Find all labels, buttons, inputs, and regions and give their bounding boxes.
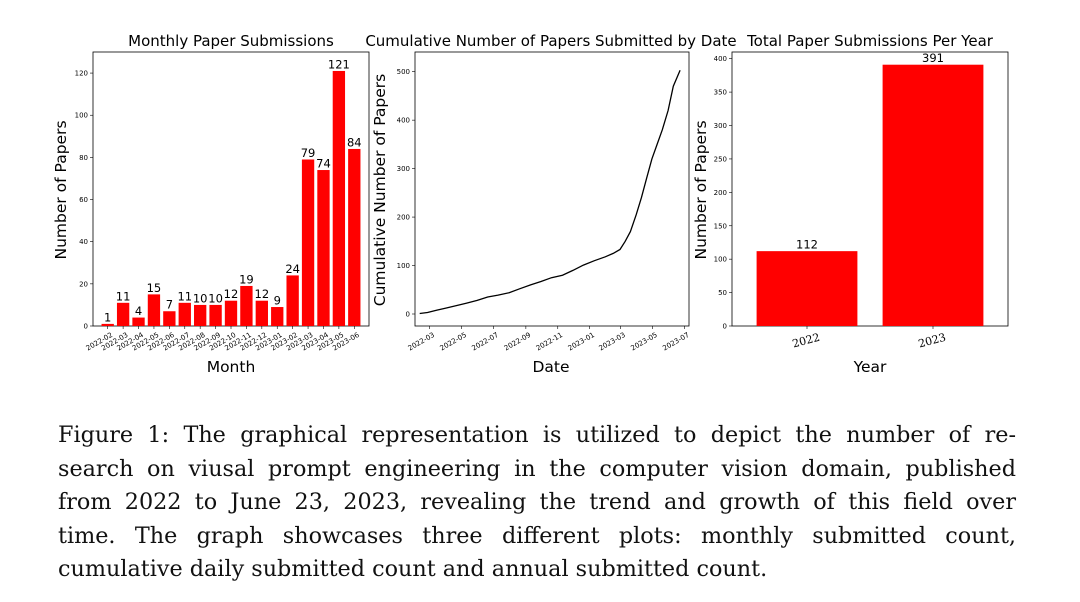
x-tick-label: 2023 bbox=[917, 331, 947, 351]
x-tick-label: 2023-01 bbox=[567, 331, 596, 353]
y-tick-label: 0 bbox=[406, 311, 410, 319]
bar-data-label: 19 bbox=[239, 272, 254, 286]
x-tick-label: 2023-07 bbox=[661, 331, 690, 353]
x-tick-label: 2022 bbox=[791, 331, 821, 351]
bar-2022 bbox=[756, 251, 858, 326]
bar-2022-06 bbox=[163, 311, 176, 326]
figure: Monthly Paper Submissions 1 11 4 15 7 11 10 10 1… bbox=[52, 32, 1009, 376]
bar-2022-07 bbox=[178, 302, 191, 326]
y-tick-label: 400 bbox=[714, 55, 727, 63]
bar-data-label: 79 bbox=[301, 146, 316, 160]
y-tick-label: 250 bbox=[714, 155, 727, 163]
x-tick-label: 2023-05 bbox=[629, 331, 658, 353]
y-tick-label: 0 bbox=[84, 323, 88, 331]
bar-data-label: 12 bbox=[255, 287, 270, 301]
bar-data-label: 121 bbox=[328, 57, 350, 71]
bar-data-label: 391 bbox=[922, 51, 944, 65]
bar-data-label: 84 bbox=[347, 135, 362, 149]
bar-data-label: 10 bbox=[208, 291, 223, 305]
chart2-title: Cumulative Number of Papers Submitted by… bbox=[365, 32, 736, 50]
y-tick-label: 80 bbox=[79, 154, 88, 162]
bar-2022-05 bbox=[147, 294, 161, 326]
caption-line: cumulative daily submitted count and ann… bbox=[58, 556, 768, 582]
bar-2022-03 bbox=[116, 302, 130, 326]
bar-2022-10 bbox=[224, 300, 238, 326]
bar-data-label: 74 bbox=[316, 157, 331, 171]
bar-data-label: 15 bbox=[147, 281, 162, 295]
caption-line: time. The graph showcases three differen… bbox=[58, 522, 1016, 549]
y-tick-label: 350 bbox=[714, 89, 727, 97]
bar-2023-01 bbox=[271, 307, 284, 326]
x-tick-label: 2022-03 bbox=[407, 331, 436, 353]
chart3-frame bbox=[731, 51, 1009, 327]
bar-2023-04 bbox=[317, 170, 330, 326]
bar-data-label: 11 bbox=[177, 289, 192, 303]
bar-data-label: 4 bbox=[135, 304, 142, 318]
chart3-xlabel: Year bbox=[853, 358, 887, 376]
x-tick-label: 2022-05 bbox=[439, 331, 468, 353]
bar-2022-12 bbox=[255, 300, 268, 326]
y-tick-label: 300 bbox=[714, 122, 727, 130]
bar-2023 bbox=[882, 64, 984, 326]
bar-data-label: 24 bbox=[285, 262, 300, 276]
y-tick-label: 400 bbox=[397, 117, 410, 125]
bar-2022-08 bbox=[194, 304, 207, 326]
figure-caption: Figure 1: The graphical representation i… bbox=[58, 419, 1016, 587]
cumulative-series-line bbox=[419, 69, 681, 315]
x-tick-label: 2022-11 bbox=[535, 331, 564, 353]
chart2-frame bbox=[414, 51, 690, 327]
bar-data-label: 11 bbox=[116, 289, 131, 303]
x-tick-label: 2022-07 bbox=[471, 331, 500, 353]
x-tick-label: 2022-09 bbox=[503, 331, 532, 353]
x-tick-label: 2023-03 bbox=[598, 331, 627, 353]
y-tick-label: 20 bbox=[79, 280, 88, 288]
bar-2023-02 bbox=[286, 275, 299, 326]
bar-data-label: 12 bbox=[224, 287, 239, 301]
caption-line: from 2022 to June 23, 2023, revealing th… bbox=[58, 489, 1016, 515]
y-tick-label: 100 bbox=[397, 262, 410, 270]
y-tick-label: 300 bbox=[397, 165, 410, 173]
yearly-submissions-chart: Total Paper Submissions Per Year 112391 … bbox=[692, 32, 1009, 376]
bar-data-label: 7 bbox=[166, 298, 173, 312]
caption-line: Figure 1: The graphical representation i… bbox=[58, 422, 1016, 448]
bar-2022-11 bbox=[240, 285, 253, 326]
bar-2022-09 bbox=[209, 304, 222, 326]
bar-2023-06 bbox=[348, 148, 361, 326]
bar-2023-03 bbox=[301, 159, 315, 326]
y-tick-label: 50 bbox=[718, 289, 727, 297]
y-tick-label: 100 bbox=[75, 112, 88, 120]
y-tick-label: 60 bbox=[79, 196, 88, 204]
bar-2023-05 bbox=[332, 70, 346, 326]
y-tick-label: 200 bbox=[397, 214, 410, 222]
bar-data-label: 112 bbox=[796, 238, 818, 252]
y-tick-label: 120 bbox=[75, 70, 88, 78]
bar-2022-02 bbox=[101, 323, 114, 326]
chart3-title: Total Paper Submissions Per Year bbox=[746, 32, 994, 50]
y-tick-label: 150 bbox=[714, 222, 727, 230]
chart2-xlabel: Date bbox=[532, 358, 569, 376]
chart1-xlabel: Month bbox=[207, 358, 256, 376]
y-tick-label: 40 bbox=[79, 238, 88, 246]
y-tick-label: 500 bbox=[397, 68, 410, 76]
chart1-title: Monthly Paper Submissions bbox=[128, 32, 334, 50]
y-tick-label: 0 bbox=[723, 323, 727, 331]
bar-data-label: 10 bbox=[193, 291, 208, 305]
bar-2022-04 bbox=[132, 317, 145, 326]
caption-line: search on viusal prompt engineering in t… bbox=[58, 455, 1016, 482]
chart1-ylabel: Number of Papers bbox=[52, 120, 70, 259]
y-tick-label: 200 bbox=[714, 189, 727, 197]
chart3-ylabel: Number of Papers bbox=[692, 120, 710, 259]
y-tick-label: 100 bbox=[714, 256, 727, 264]
chart2-ylabel: Cumulative Number of Papers bbox=[371, 74, 389, 306]
bar-data-label: 9 bbox=[274, 294, 281, 308]
bar-data-label: 1 bbox=[104, 310, 111, 324]
cumulative-submissions-chart: Cumulative Number of Papers Submitted by… bbox=[365, 32, 736, 376]
